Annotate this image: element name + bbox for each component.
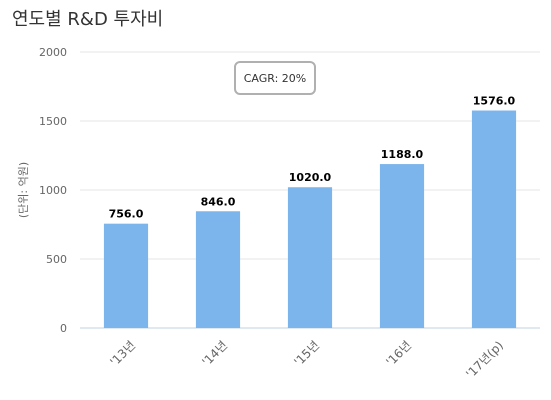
bar-value-label: 756.0 <box>109 208 144 221</box>
chart-title: 연도별 R&D 투자비 <box>12 9 164 30</box>
bars <box>103 110 517 329</box>
x-tick-label: '14년 <box>199 338 230 369</box>
bar <box>379 164 425 328</box>
bar-value-label: 1576.0 <box>473 95 516 108</box>
x-tick-label: '17년(p) <box>463 338 506 381</box>
y-tick-label: 500 <box>46 253 67 266</box>
x-axis-ticks: '13년 '14년 '15년 '16년 '17년(p) <box>107 338 506 381</box>
bar <box>103 223 149 328</box>
x-tick-label: '15년 <box>291 338 322 369</box>
x-tick-label: '16년 <box>383 338 414 369</box>
y-axis-ticks: 0 500 1000 1500 2000 <box>39 46 67 335</box>
bar-value-label: 846.0 <box>201 195 236 208</box>
bar <box>195 211 241 328</box>
bar-value-label: 1188.0 <box>381 148 424 161</box>
data-labels: 756.0 846.0 1020.0 1188.0 1576.0 <box>109 95 516 221</box>
y-tick-label: 0 <box>60 322 67 335</box>
x-tick-label: '13년 <box>107 338 138 369</box>
y-tick-label: 1000 <box>39 184 67 197</box>
y-tick-label: 1500 <box>39 115 67 128</box>
y-axis-label: (단위: 억원) <box>17 162 30 218</box>
bar-value-label: 1020.0 <box>289 171 332 184</box>
cagr-annotation: CAGR: 20% <box>234 61 316 95</box>
y-tick-label: 2000 <box>39 46 67 59</box>
bar <box>287 187 333 328</box>
bar <box>471 110 517 329</box>
